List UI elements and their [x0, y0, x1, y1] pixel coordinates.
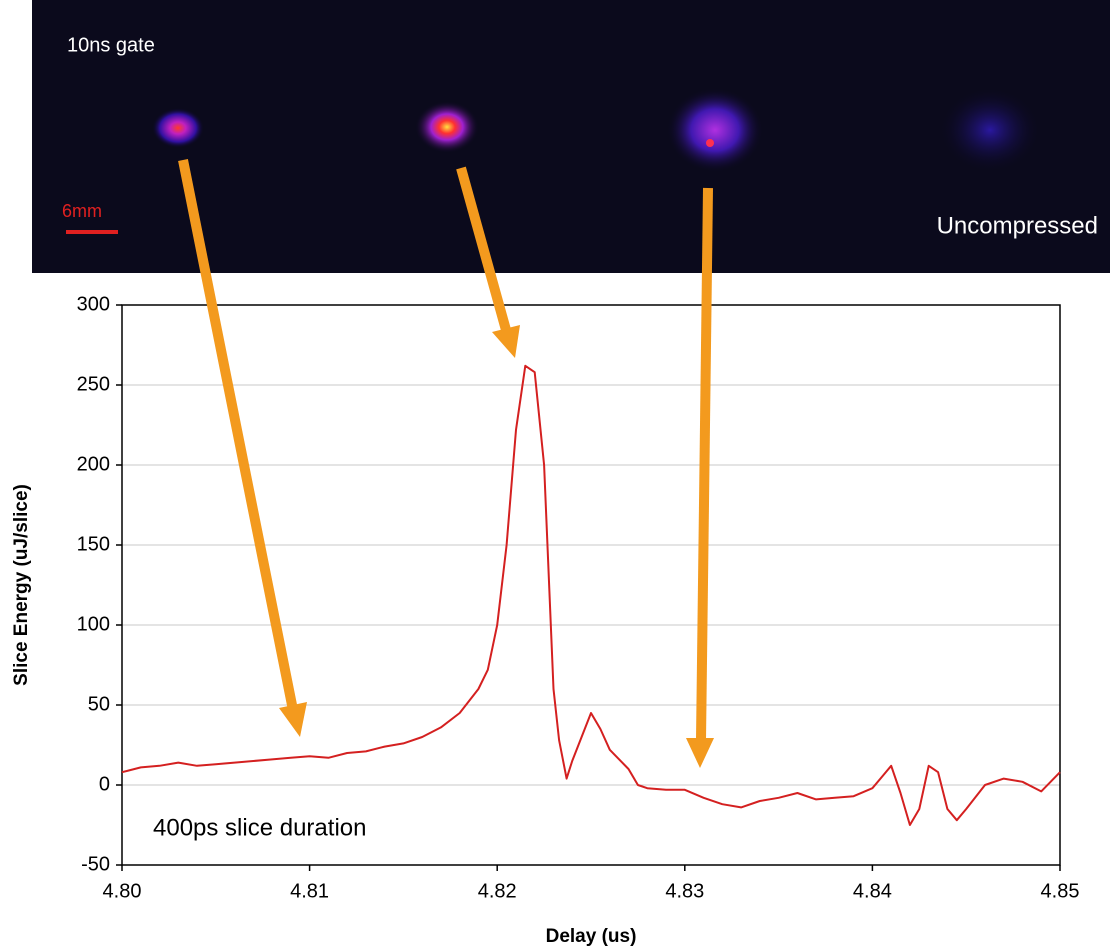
y-tick-label: 200 — [77, 453, 110, 475]
x-tick-label: 4.81 — [290, 880, 329, 902]
y-tick-label: 150 — [77, 533, 110, 555]
gate-label: 10ns gate — [67, 34, 155, 56]
x-tick-label: 4.82 — [478, 880, 517, 902]
plot: -50 0 50 100 150 200 250 300 4.80 4.81 4.82 4.83 4.8… — [11, 293, 1079, 947]
x-tick-label: 4.85 — [1041, 880, 1080, 902]
beam-spot — [415, 101, 479, 153]
beam-spot — [940, 88, 1040, 172]
arrow — [701, 188, 708, 740]
x-axis-label: Delay (us) — [546, 926, 637, 947]
y-tick-label: 50 — [88, 693, 110, 715]
beam-spot — [667, 88, 763, 172]
annotation: 400ps slice duration — [153, 814, 366, 841]
y-tick-label: -50 — [81, 853, 110, 875]
x-tick-label: 4.80 — [103, 880, 142, 902]
y-axis-label: Slice Energy (uJ/slice) — [11, 484, 32, 686]
beam-spot-core — [706, 139, 714, 147]
y-tick-label: 0 — [99, 773, 110, 795]
y-tick-label: 100 — [77, 613, 110, 635]
scale-label: 6mm — [62, 201, 102, 221]
y-tick-label: 300 — [77, 293, 110, 315]
x-tick-label: 4.84 — [853, 880, 892, 902]
x-tick-label: 4.83 — [665, 880, 704, 902]
image-caption: Uncompressed — [937, 212, 1098, 239]
beam-spot — [152, 108, 204, 148]
plot-area — [122, 305, 1060, 865]
y-tick-label: 250 — [77, 373, 110, 395]
figure: 10ns gate 6mm Uncompressed -50 0 50 100 150 2… — [0, 0, 1110, 952]
